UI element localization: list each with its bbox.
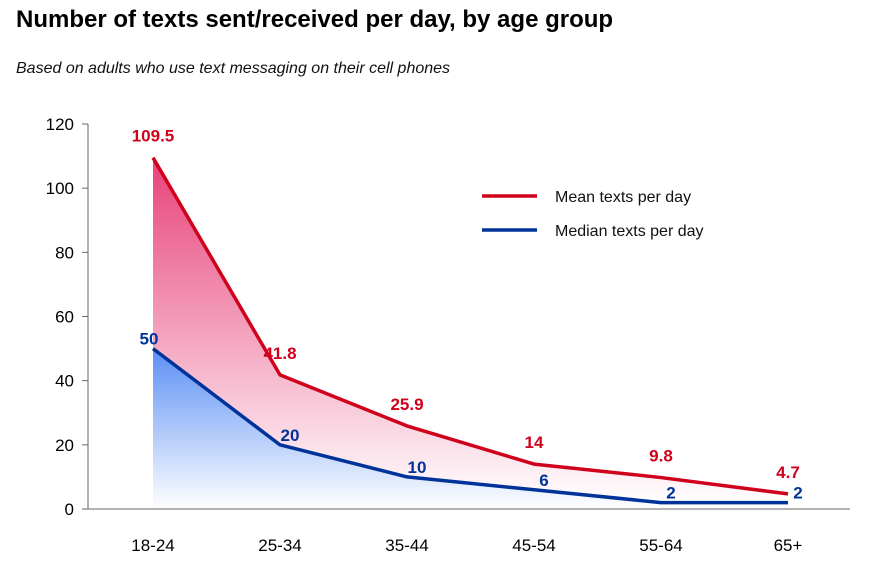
y-tick-label: 0 [65, 500, 74, 519]
mean-data-label: 41.8 [263, 344, 296, 363]
mean-data-label: 9.8 [649, 447, 673, 466]
mean-line [151, 156, 789, 496]
median-data-label: 10 [408, 458, 427, 477]
x-tick-label: 25-34 [258, 536, 301, 555]
x-tick-label: 65+ [774, 536, 803, 555]
mean-data-label: 14 [525, 433, 544, 452]
y-tick-label: 20 [55, 436, 74, 455]
y-tick-label: 80 [55, 243, 74, 262]
x-tick-label: 45-54 [512, 536, 555, 555]
chart-subtitle: Based on adults who use text messaging o… [16, 60, 451, 77]
chart-title: Number of texts sent/received per day, b… [16, 6, 614, 33]
median-area [153, 348, 788, 509]
median-data-label: 2 [793, 484, 802, 503]
mean-data-label: 109.5 [132, 127, 175, 146]
legend-mean-label: Mean texts per day [555, 189, 691, 206]
median-data-label: 50 [140, 330, 159, 349]
mean-area [153, 157, 788, 503]
median-data-label: 6 [539, 471, 548, 490]
x-tick-label: 18-24 [131, 536, 174, 555]
x-tick-label: 35-44 [385, 536, 428, 555]
legend-median-label: Median texts per day [555, 223, 704, 240]
y-tick-label: 40 [55, 372, 74, 391]
x-tick-label: 55-64 [639, 536, 682, 555]
median-line [151, 347, 788, 505]
y-tick-label: 120 [46, 115, 74, 134]
mean-data-label: 4.7 [776, 463, 800, 482]
y-tick-label: 100 [46, 179, 74, 198]
mean-data-label: 25.9 [390, 395, 423, 414]
y-tick-label: 60 [55, 308, 74, 327]
median-data-label: 20 [281, 426, 300, 445]
median-data-label: 2 [666, 484, 675, 503]
